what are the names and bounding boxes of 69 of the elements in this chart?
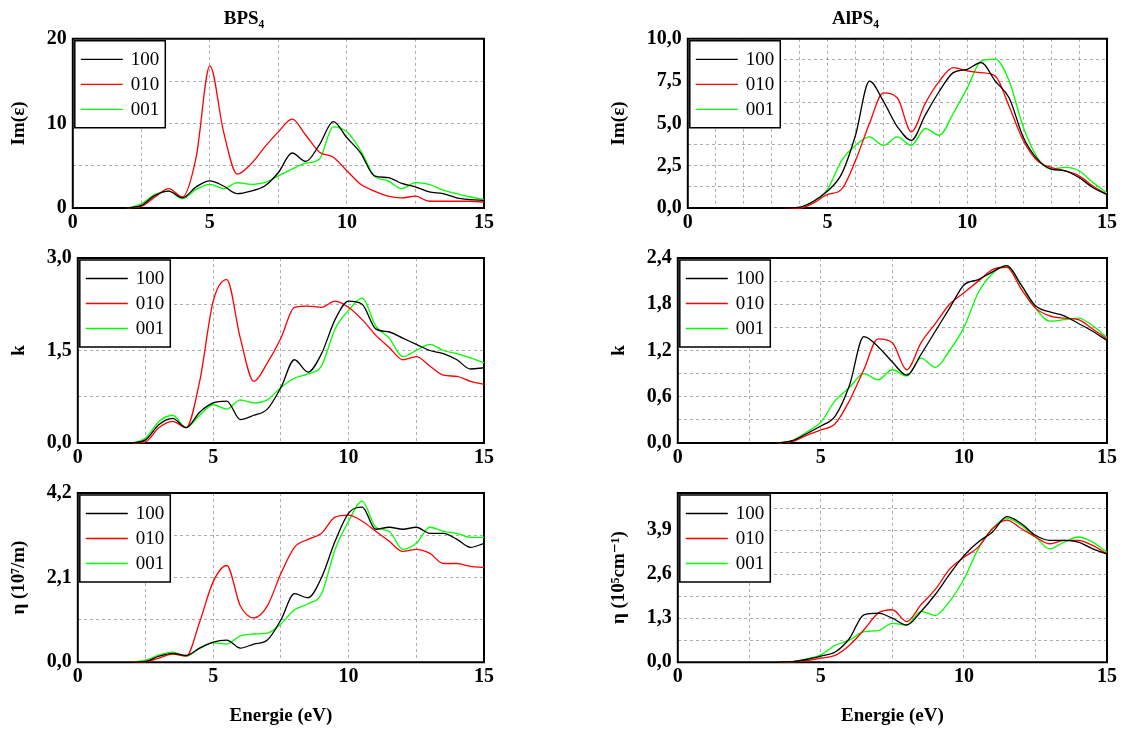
y-axis-title: k <box>7 344 29 356</box>
y-tick-label: 3,9 <box>646 517 672 540</box>
legend-label: 010 <box>735 292 765 314</box>
x-tick-label: 10 <box>338 664 359 687</box>
x-tick-label: 15 <box>474 445 494 468</box>
x-tick-label: 15 <box>1097 664 1117 687</box>
x-tick-label: 15 <box>1097 445 1117 468</box>
y-tick-label: 1,5 <box>46 337 72 360</box>
y-tick-label: 20 <box>46 25 67 48</box>
legend-label: 100 <box>135 502 165 524</box>
y-axis-title: η (10⁵cm⁻¹) <box>607 531 630 625</box>
x-tick-label: 10 <box>953 445 974 468</box>
legend-label: 001 <box>135 317 165 339</box>
y-tick-label: 0,0 <box>46 649 72 672</box>
y-tick-label: 7,5 <box>656 68 682 91</box>
y-tick-label: 0,0 <box>646 649 672 672</box>
legend-label: 100 <box>135 267 165 289</box>
legend-label: 010 <box>135 527 165 549</box>
y-tick-label: 1,8 <box>646 291 672 314</box>
legend-label: 001 <box>745 98 775 120</box>
y-tick-label: 0 <box>56 195 67 218</box>
legend-label: 001 <box>735 317 765 339</box>
legend-label: 001 <box>135 552 165 574</box>
legend-label: 100 <box>735 267 765 289</box>
x-tick-label: 10 <box>957 210 978 233</box>
y-tick-label: 1,2 <box>646 337 672 360</box>
legend-label: 100 <box>130 48 160 70</box>
x-tick-label: 5 <box>208 664 219 687</box>
legend-label: 001 <box>735 552 765 574</box>
legend-label: 100 <box>735 502 765 524</box>
y-tick-label: 3,0 <box>46 245 72 268</box>
legend-label: 001 <box>130 98 160 120</box>
y-tick-label: 2,6 <box>646 561 672 584</box>
y-tick-label: 5,0 <box>656 110 682 133</box>
x-tick-label: 5 <box>815 445 826 468</box>
x-tick-label: 15 <box>474 210 494 233</box>
y-tick-label: 0,6 <box>646 383 672 406</box>
y-axis-title: Im(ε) <box>607 101 630 146</box>
x-axis-title: Energie (eV) <box>840 703 944 726</box>
y-tick-label: 10,0 <box>646 25 682 48</box>
x-tick-label: 5 <box>208 445 219 468</box>
chart-title: AlPS₄ <box>832 7 880 29</box>
y-tick-label: 4,2 <box>46 480 72 503</box>
y-axis-title: k <box>607 344 629 356</box>
x-tick-label: 15 <box>474 664 494 687</box>
legend-label: 010 <box>135 292 165 314</box>
x-tick-label: 5 <box>822 210 833 233</box>
x-tick-label: 15 <box>1097 210 1117 233</box>
x-tick-label: 10 <box>953 664 974 687</box>
chart-title: BPS₄ <box>223 7 265 29</box>
y-axis-title: η (10⁷/m) <box>7 540 30 615</box>
y-tick-label: 1,3 <box>646 605 672 628</box>
y-axis-title: Im(ε) <box>7 101 30 146</box>
x-tick-label: 10 <box>338 445 359 468</box>
y-tick-label: 0,0 <box>46 430 72 453</box>
x-tick-label: 5 <box>204 210 215 233</box>
legend-label: 010 <box>735 527 765 549</box>
x-axis-title: Energie (eV) <box>229 703 333 726</box>
y-tick-label: 10 <box>46 110 67 133</box>
legend-label: 100 <box>745 48 775 70</box>
y-tick-label: 2,1 <box>46 564 72 587</box>
x-tick-label: 10 <box>336 210 357 233</box>
y-tick-label: 0,0 <box>656 195 682 218</box>
legend-label: 010 <box>130 73 160 95</box>
y-tick-label: 2,4 <box>646 245 672 268</box>
x-tick-label: 5 <box>815 664 826 687</box>
y-tick-label: 2,5 <box>656 152 682 175</box>
y-tick-label: 0,0 <box>646 430 672 453</box>
legend-label: 010 <box>745 73 775 95</box>
